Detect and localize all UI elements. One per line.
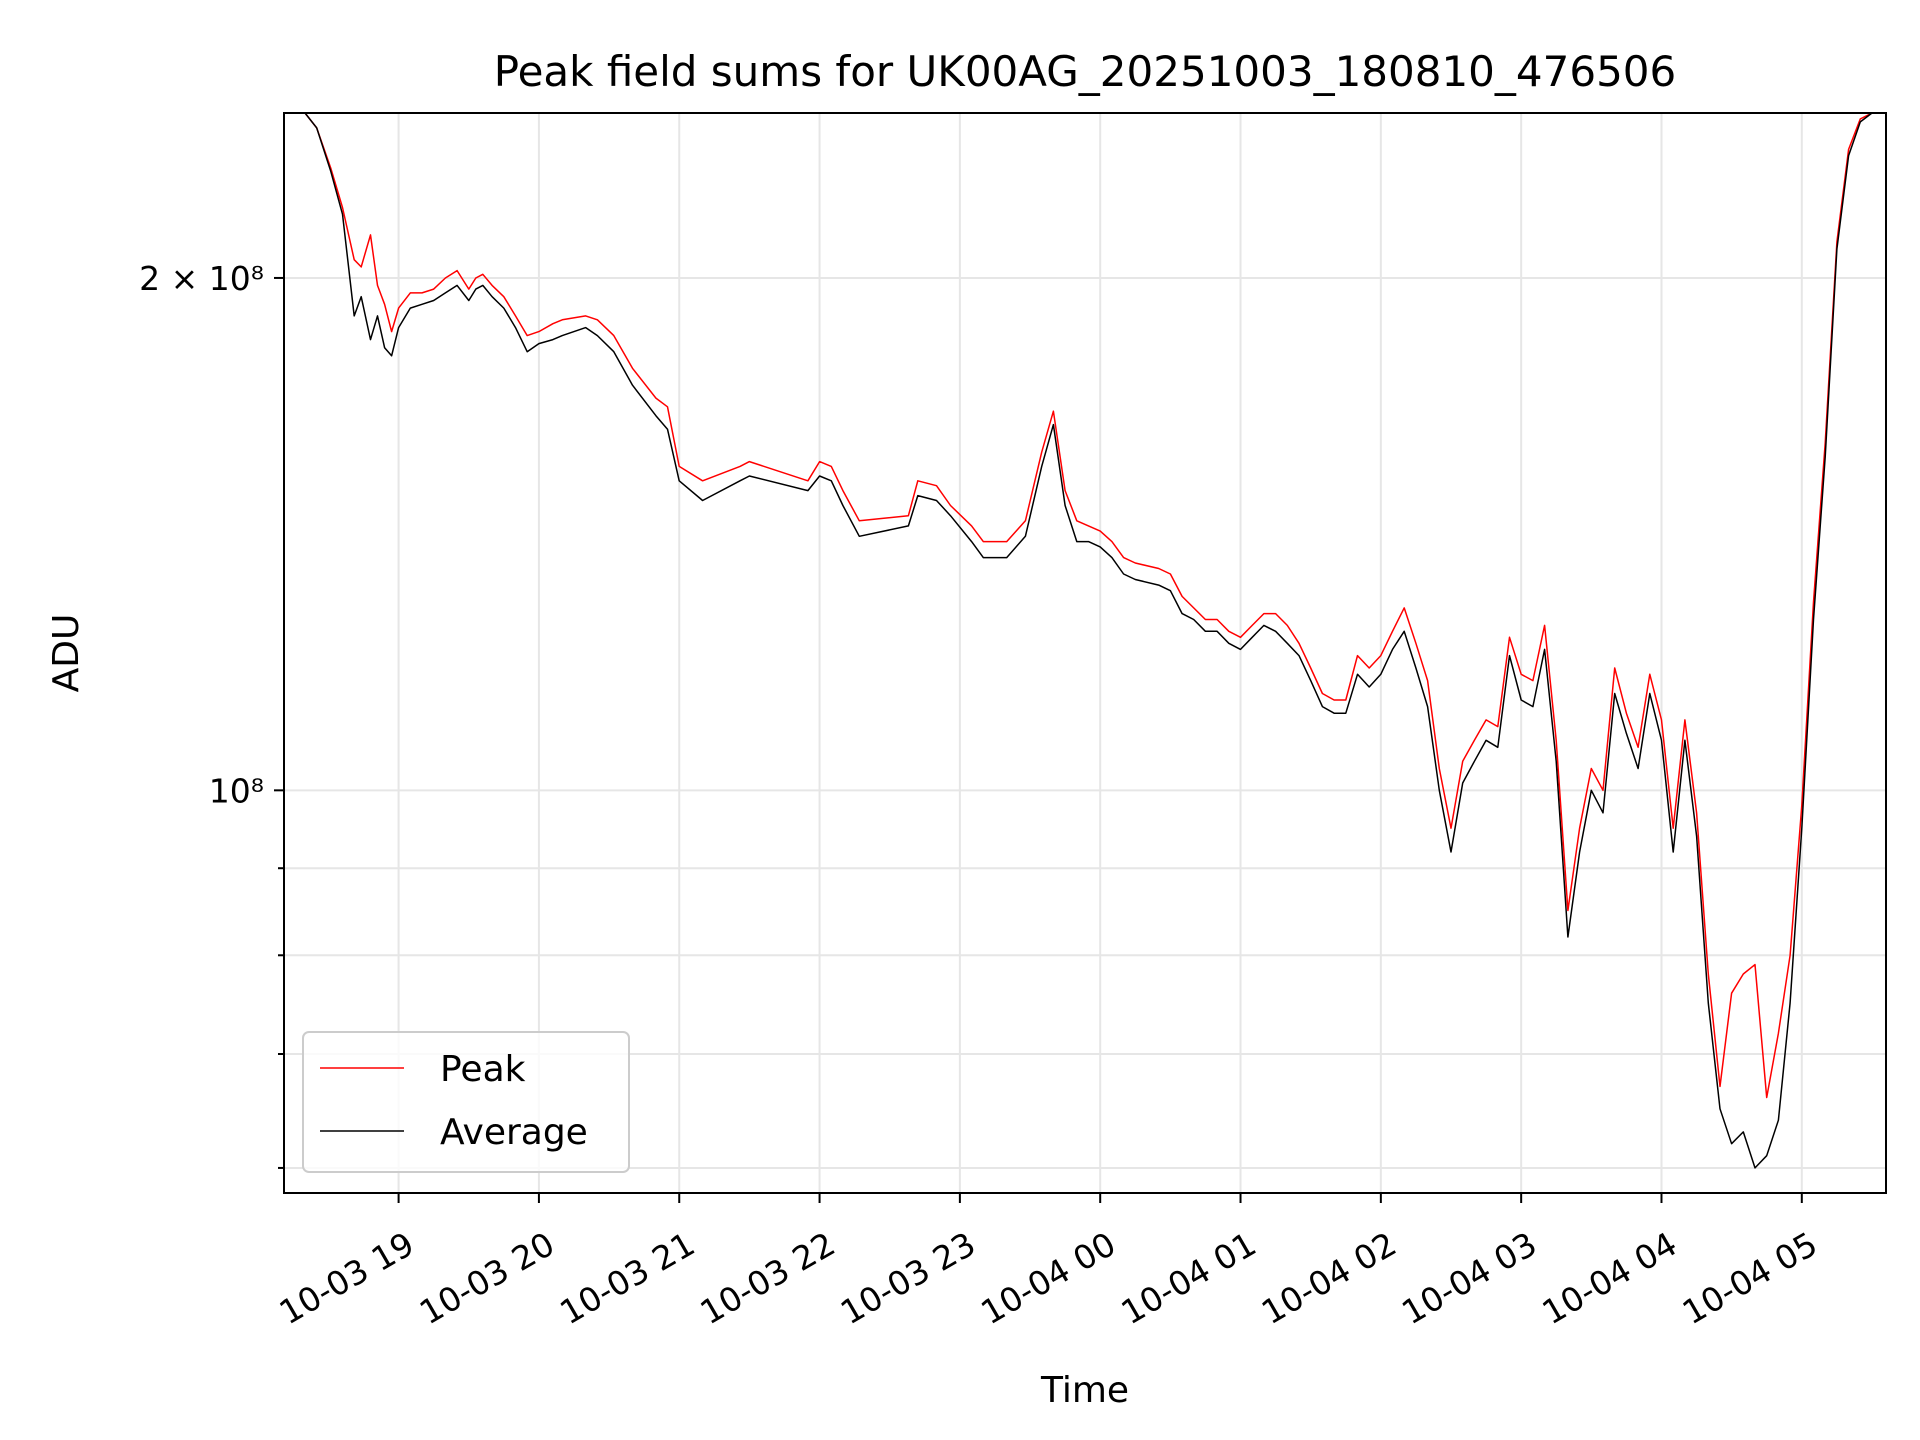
legend-label-average: Average <box>440 1112 588 1153</box>
y-tick-label: 10⁸ <box>209 771 264 810</box>
chart-title: Peak field sums for UK00AG_20251003_1808… <box>494 47 1677 96</box>
series-line-average <box>284 112 1886 1169</box>
legend-label-peak: Peak <box>440 1049 526 1090</box>
series-line-peak <box>284 112 1886 1099</box>
plot-frame <box>283 112 1887 1194</box>
y-tick-label: 2 × 10⁸ <box>139 259 264 298</box>
legend: Peak Average <box>302 1031 630 1173</box>
x-axis-label: Time <box>1040 1370 1129 1411</box>
y-axis-label: ADU <box>46 614 87 693</box>
series-layer <box>284 112 1886 1169</box>
legend-box <box>302 1031 630 1173</box>
